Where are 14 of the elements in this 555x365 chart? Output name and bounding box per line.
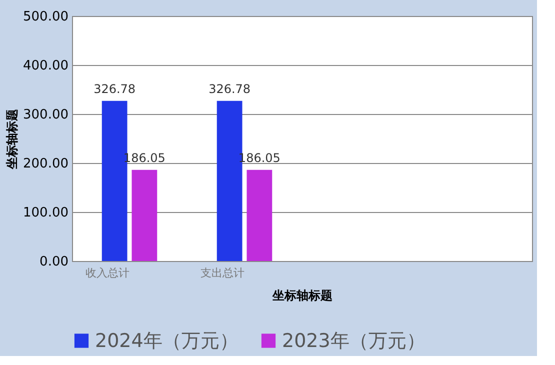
y-axis-title: 坐标轴标题 — [5, 109, 20, 170]
y-tick-label: 300.00 — [23, 108, 68, 122]
legend-label: 2023年（万元） — [282, 330, 426, 352]
x-tick-label: 收入总计 — [86, 266, 130, 280]
y-tick-label: 200.00 — [23, 156, 68, 172]
x-tick-label: 支出总计 — [200, 266, 244, 280]
data-label: 326.78 — [208, 82, 251, 96]
legend-label: 2024年（万元） — [95, 330, 238, 352]
data-label: 326.78 — [94, 82, 136, 96]
y-tick-label: 500.00 — [23, 10, 68, 24]
x-axis-title: 坐标轴标题 — [272, 288, 332, 302]
y-tick-label: 100.00 — [23, 206, 68, 220]
y-tick-label: 400.00 — [23, 58, 68, 74]
y-tick-label: 0.00 — [40, 254, 68, 270]
